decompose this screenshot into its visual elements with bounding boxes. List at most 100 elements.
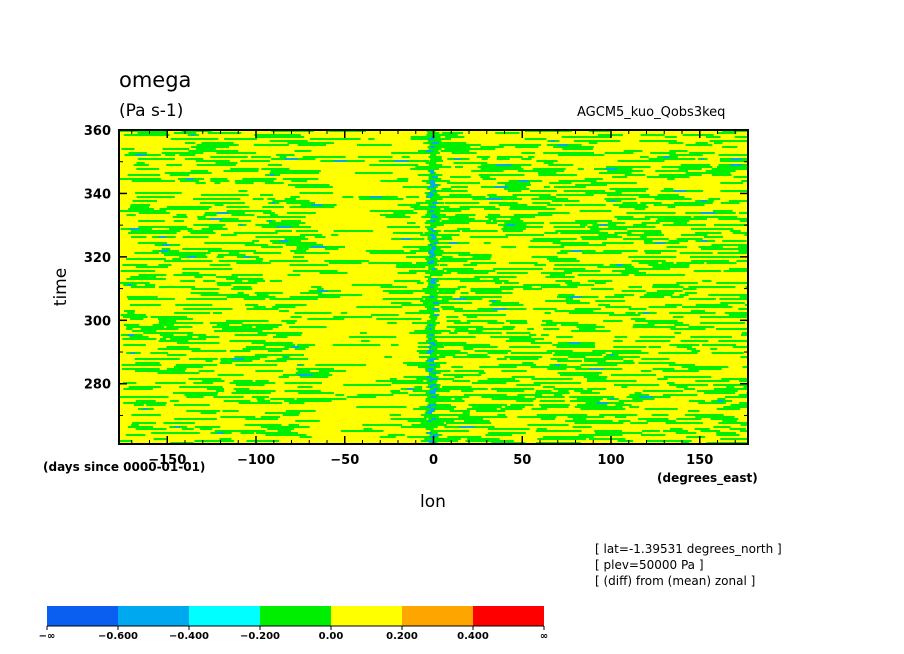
- negative-cell: [480, 176, 490, 178]
- band-cell: [425, 162, 437, 164]
- negative-cell: [386, 226, 421, 228]
- negative-cell: [511, 376, 535, 378]
- negative-cell: [588, 438, 626, 440]
- negative-cell: [466, 408, 497, 410]
- negative-cell: [419, 406, 457, 408]
- negative-cell: [541, 334, 549, 336]
- negative-cell: [119, 396, 169, 398]
- negative-cell: [331, 234, 339, 236]
- negative-cell: [704, 392, 736, 394]
- band-strong-cell: [431, 236, 437, 238]
- colorbar-swatch: [189, 606, 260, 626]
- negative-cell: [728, 314, 748, 316]
- band-strong-cell: [430, 378, 438, 380]
- negative-cell: [357, 144, 392, 146]
- band-cell: [425, 258, 438, 260]
- negative-cell: [740, 430, 748, 432]
- strong-negative-cell: [130, 352, 135, 354]
- negative-cell: [566, 302, 590, 304]
- negative-cell: [504, 222, 544, 224]
- band-strong-cell: [426, 412, 433, 414]
- negative-cell: [577, 168, 584, 170]
- negative-cell: [243, 298, 266, 300]
- negative-cell: [382, 290, 429, 292]
- negative-cell: [720, 160, 748, 162]
- negative-cell: [724, 312, 748, 314]
- negative-cell: [444, 202, 480, 204]
- negative-cell: [466, 320, 498, 322]
- negative-cell: [240, 432, 255, 434]
- negative-cell: [270, 170, 321, 172]
- negative-cell: [507, 190, 522, 192]
- negative-cell: [662, 224, 706, 226]
- negative-cell: [269, 298, 318, 300]
- negative-cell: [441, 256, 453, 258]
- negative-cell: [723, 270, 748, 272]
- negative-cell: [517, 416, 557, 418]
- negative-cell: [281, 320, 297, 322]
- negative-cell: [716, 432, 736, 434]
- negative-cell: [380, 180, 408, 182]
- negative-cell: [135, 362, 160, 364]
- negative-cell: [159, 320, 177, 322]
- strong-negative-cell: [492, 308, 507, 310]
- negative-cell: [214, 204, 224, 206]
- negative-cell: [693, 216, 738, 218]
- band-strong-cell: [431, 184, 438, 186]
- negative-cell: [447, 436, 482, 438]
- negative-cell: [716, 282, 748, 284]
- negative-cell: [423, 142, 467, 144]
- negative-cell: [351, 284, 393, 286]
- negative-cell: [695, 232, 722, 234]
- strong-negative-cell: [187, 256, 196, 258]
- negative-cell: [125, 434, 146, 436]
- negative-cell: [648, 346, 661, 348]
- negative-cell: [487, 214, 501, 216]
- negative-cell: [614, 336, 628, 338]
- negative-cell: [391, 344, 399, 346]
- band-cell: [429, 344, 444, 346]
- negative-cell: [685, 172, 731, 174]
- strong-negative-cell: [127, 334, 134, 336]
- negative-cell: [138, 274, 167, 276]
- negative-cell: [131, 286, 155, 288]
- negative-cell: [521, 152, 536, 154]
- negative-cell: [172, 392, 219, 394]
- negative-cell: [448, 218, 475, 220]
- negative-cell: [667, 206, 676, 208]
- negative-cell: [676, 346, 692, 348]
- negative-cell: [375, 380, 424, 382]
- negative-cell: [215, 162, 238, 164]
- negative-cell: [691, 228, 734, 230]
- negative-cell: [627, 230, 662, 232]
- negative-cell: [184, 142, 196, 144]
- negative-cell: [716, 408, 741, 410]
- negative-cell: [406, 196, 420, 198]
- negative-cell: [621, 272, 647, 274]
- negative-cell: [397, 178, 409, 180]
- negative-cell: [188, 378, 222, 380]
- negative-cell: [126, 296, 158, 298]
- negative-cell: [688, 286, 736, 288]
- negative-cell: [432, 370, 451, 372]
- negative-cell: [182, 428, 194, 430]
- negative-cell: [255, 136, 305, 138]
- negative-cell: [246, 440, 279, 442]
- negative-cell: [433, 238, 453, 240]
- negative-cell: [646, 420, 676, 422]
- negative-cell: [411, 424, 447, 426]
- negative-cell: [611, 374, 657, 376]
- band-cell: [430, 154, 437, 156]
- negative-cell: [289, 326, 327, 328]
- negative-cell: [675, 432, 697, 434]
- band-cell: [429, 354, 437, 356]
- negative-cell: [579, 328, 596, 330]
- colorbar-label: −∞: [39, 631, 56, 642]
- negative-cell: [536, 428, 547, 430]
- negative-cell: [669, 154, 703, 156]
- negative-cell: [186, 396, 204, 398]
- negative-cell: [438, 290, 456, 292]
- negative-cell: [264, 182, 284, 184]
- negative-cell: [261, 426, 310, 428]
- strong-negative-cell: [185, 178, 194, 180]
